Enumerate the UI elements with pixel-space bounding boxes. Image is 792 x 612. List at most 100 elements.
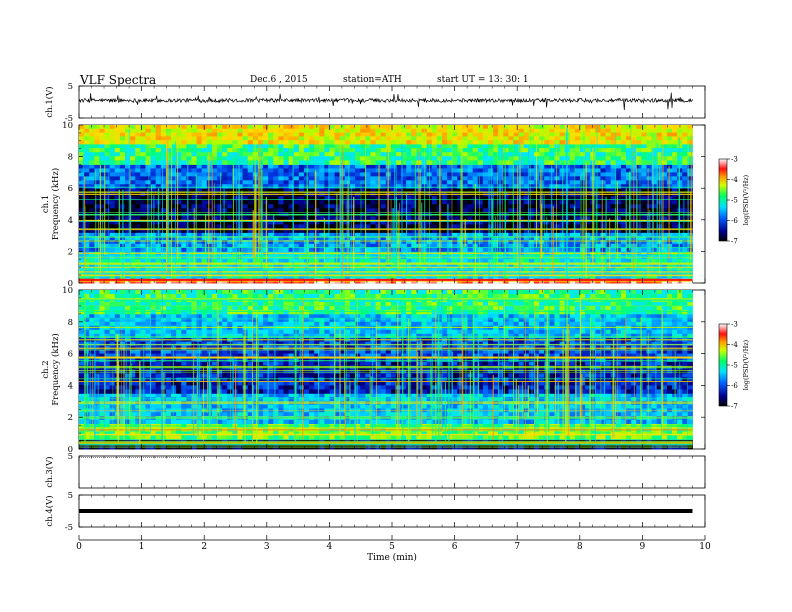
ch1-spectrogram-cell	[585, 208, 591, 213]
ch1-spectrogram-cell	[380, 148, 387, 153]
ch1-spectrogram-cell	[288, 132, 295, 137]
ch1-spectrogram-cell	[503, 164, 509, 169]
ch1-spectrogram-cell	[125, 160, 131, 165]
ch1-spectrogram-cell	[99, 152, 105, 157]
ch1-spectrogram-cell	[257, 243, 264, 249]
ch1-spectrogram-cell	[79, 240, 85, 245]
ch1-spectrogram-cell	[477, 243, 484, 249]
ch1-spectrogram-cell	[186, 243, 192, 249]
ch1-spectrogram-cell	[620, 224, 627, 229]
ch1-spectrogram-cell	[421, 243, 428, 249]
ch1-spectrogram-cell	[186, 204, 192, 209]
ch1-spectrogram-cell	[176, 125, 182, 130]
ch1-spectrogram-cell	[656, 274, 663, 279]
ch1-spectrogram-cell	[554, 180, 560, 185]
ch1-spectrogram-cell	[135, 143, 141, 149]
ch1-spectrogram-cell	[605, 140, 612, 145]
ch1-spectrogram-cell	[314, 143, 320, 149]
ch1-spectrogram-cell	[615, 255, 622, 260]
ch1-spectrogram-cell	[590, 140, 596, 145]
ch1-spectrogram-cell	[181, 172, 187, 177]
ch1-spectrogram-cell	[370, 240, 376, 245]
ch1-spectrogram-cell	[140, 274, 146, 279]
ch1-spectrogram-cell	[125, 132, 131, 137]
ch1-spectrogram-cell	[263, 184, 269, 189]
ch1-spectrogram-cell	[493, 168, 499, 173]
ch1-spectrogram-cell	[130, 160, 136, 165]
ch1-spectrogram-cell	[518, 240, 525, 245]
ch1-spectrogram-cell	[344, 156, 351, 161]
ch1-spectrogram-cell	[263, 160, 269, 165]
ch1-spectrogram-cell	[477, 204, 484, 209]
ch1-spectrogram-cell	[324, 255, 330, 260]
ch1-spectrogram-cell	[416, 156, 422, 161]
ch1-spectrogram-cell	[457, 188, 463, 193]
ch1-spectrogram-cell	[498, 232, 504, 237]
ch1-spectrogram-cell	[344, 164, 351, 169]
ch1-spectrogram-cell	[329, 208, 336, 213]
ch1-spectrogram-cell	[242, 152, 249, 157]
ch1-spectrogram-cell	[518, 140, 525, 145]
ch1-spectrogram-cell	[125, 180, 131, 185]
ch1-spectrogram-cell	[130, 274, 136, 279]
ch1-spectrogram-cell	[406, 255, 412, 260]
ch1-spectrogram-cell	[360, 262, 366, 268]
ch1-spectrogram-cell	[395, 128, 402, 133]
ch1-spectrogram-cell	[600, 184, 606, 189]
ch1-spectrogram-cell	[201, 164, 208, 169]
ch1-spectrogram-cell	[201, 220, 208, 225]
ch1-spectrogram-cell	[580, 208, 586, 213]
ch1-spectrogram-cell	[99, 232, 105, 237]
ch1-spectrogram-cell	[334, 160, 341, 165]
ch1-spectrogram-cell	[360, 200, 366, 205]
ch1-spectrogram-cell	[109, 160, 116, 165]
ch1-spectrogram-cell	[109, 200, 116, 205]
ch1-spectrogram-cell	[472, 156, 479, 161]
ch1-spectrogram-cell	[569, 128, 576, 133]
ch1-spectrogram-cell	[467, 164, 474, 169]
ch1-spectrogram-cell	[298, 125, 305, 130]
ch1-spectrogram-cell	[595, 140, 601, 145]
ch1-spectrogram-cell	[94, 188, 100, 193]
ch1-spectrogram-cell	[626, 176, 632, 181]
ch1-spectrogram-cell	[595, 152, 601, 157]
ch1-spectrogram-cell	[324, 128, 330, 133]
ch1-spectrogram-cell	[666, 232, 673, 237]
ch1-spectrogram-cell	[677, 160, 683, 165]
ch1-spectrogram-cell	[523, 216, 530, 221]
ch1-spectrogram-cell	[145, 140, 151, 145]
ch1-spectrogram-cell	[237, 259, 243, 264]
ch1-spectrogram-cell	[431, 224, 438, 229]
ch1-spectrogram-cell	[656, 164, 663, 169]
ch1-spectrogram-cell	[416, 240, 422, 245]
ch1-spectrogram-cell	[201, 172, 208, 177]
ch1-spectrogram-cell	[641, 125, 647, 130]
ch1-spectrogram-cell	[559, 143, 566, 149]
ch1-spectrogram-cell	[334, 140, 341, 145]
ch1-spectrogram-cell	[508, 188, 514, 193]
ch1-spectrogram-cell	[682, 262, 688, 268]
ch1-spectrogram-cell	[283, 262, 289, 268]
ch1-spectrogram-cell	[661, 164, 668, 169]
ch1-spectrogram-cell	[252, 259, 259, 264]
ch1-spectrogram-cell	[298, 148, 305, 153]
ch1-spectrogram-cell	[288, 243, 295, 249]
ch1-spectrogram-cell	[298, 224, 305, 229]
ch1-spectrogram-cell	[508, 160, 514, 165]
ch1-spectrogram-cell	[314, 184, 320, 189]
ch1-spectrogram-cell	[447, 274, 453, 279]
ch1-spectrogram-cell	[605, 188, 612, 193]
ch1-spectrogram-cell	[309, 196, 315, 201]
ch1-spectrogram-cell	[472, 180, 479, 185]
ch1-spectrogram-cell	[222, 136, 228, 141]
ch1-spectrogram-cell	[181, 164, 187, 169]
ch1-spectrogram-cell	[278, 200, 284, 205]
ch1-spectrogram-cell	[447, 188, 453, 193]
ch1-spectrogram-cell	[181, 136, 187, 141]
ch1-spectrogram-cell	[186, 125, 192, 130]
ch1-spectrogram-cell	[605, 224, 612, 229]
ch1-spectrogram-cell	[559, 152, 566, 157]
ch1-spectrogram-cell	[211, 180, 218, 185]
ch1-spectrogram-cell	[150, 262, 157, 268]
ch1-spectrogram-cell	[196, 140, 203, 145]
